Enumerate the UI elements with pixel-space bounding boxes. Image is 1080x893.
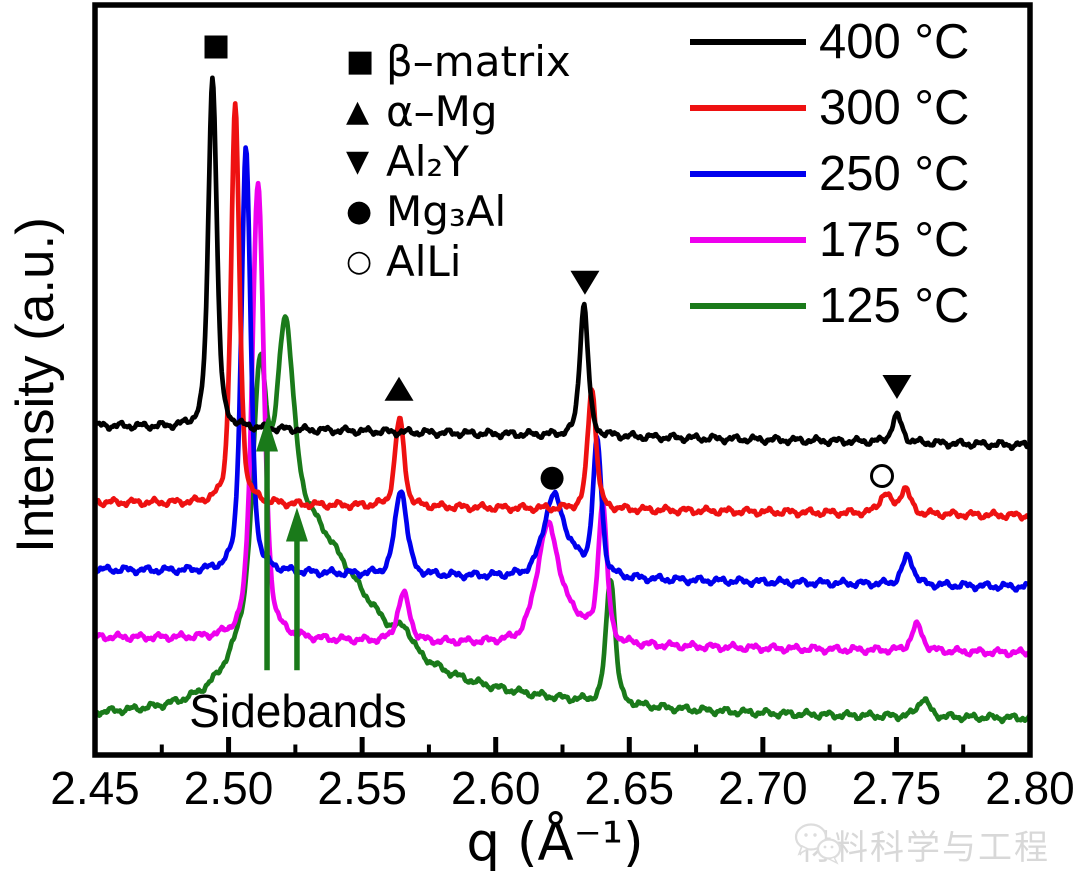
x-tick-label: 2.65 <box>584 762 675 814</box>
phase-legend-label: AlLi <box>386 236 462 286</box>
phase-legend-label: Al₂Y <box>386 136 469 186</box>
marker-circle-Mg3Al <box>540 466 564 490</box>
x-tick-label: 2.75 <box>851 762 942 814</box>
phase-legend-label: Mg₃Al <box>386 186 507 236</box>
sideband-arrows <box>256 417 308 671</box>
legend-label: 300 °C <box>819 81 970 135</box>
phase-legend-item-Mg3Al: ● Mg₃Al <box>346 186 571 236</box>
alpha-Mg-marker-icon: ▲ <box>346 93 370 129</box>
AlLi-marker-icon: ○ <box>346 243 373 279</box>
phase-legend-item-beta-matrix: ■ β–matrix <box>346 36 571 86</box>
beta-matrix-marker-icon: ■ <box>346 43 375 79</box>
marker-triangle-down-Al2Y <box>570 270 600 295</box>
legend-label: 125 °C <box>819 279 970 333</box>
temperature-legend: 400 °C 300 °C 250 °C 175 °C 125 °C <box>690 9 969 339</box>
wechat-icon <box>794 823 842 865</box>
legend-label: 175 °C <box>819 213 970 267</box>
legend-item-250c: 250 °C <box>690 141 969 207</box>
plot-frame <box>92 2 1033 758</box>
marker-square-beta-matrix <box>204 35 228 59</box>
legend-item-175c: 175 °C <box>690 207 969 273</box>
legend-item-400c: 400 °C <box>690 9 969 75</box>
Mg3Al-marker-icon: ● <box>346 193 373 229</box>
series-curve-125c <box>95 314 1030 725</box>
marker-circle-open-AlLi <box>870 464 895 488</box>
watermark: 材料科学与工程 <box>792 820 1050 869</box>
legend-color-line <box>690 105 806 111</box>
series-curve-300c <box>95 101 1030 522</box>
phase-legend: ■ β–matrix ▲ α–Mg ▼ Al₂Y ● Mg₃Al ○ AlLi <box>346 36 571 286</box>
x-tick-label: 2.45 <box>50 762 140 814</box>
x-tick-label: 2.55 <box>317 762 407 814</box>
phase-markers <box>204 35 912 490</box>
phase-legend-label: β–matrix <box>386 36 571 86</box>
legend-item-300c: 300 °C <box>690 75 969 141</box>
phase-legend-item-Al2Y: ▼ Al₂Y <box>346 136 571 186</box>
legend-label: 400 °C <box>819 15 970 69</box>
series-curve-250c <box>95 145 1030 593</box>
sidebands-annotation: Sidebands <box>189 685 407 737</box>
x-tick-label: 2.50 <box>183 762 274 814</box>
x-tick-label: 2.80 <box>985 762 1075 814</box>
legend-label: 250 °C <box>819 147 970 201</box>
Al2Y-marker-icon: ▼ <box>346 143 370 179</box>
phase-legend-item-AlLi: ○ AlLi <box>346 236 571 286</box>
x-axis-tick-labels: 2.45 2.50 2.55 2.60 2.65 2.70 2.75 2.80 <box>0 764 1080 814</box>
x-axis-title: q (Å⁻¹) <box>466 812 644 873</box>
phase-legend-label: α–Mg <box>386 86 498 136</box>
data-curves <box>95 75 1030 725</box>
legend-color-line <box>690 303 806 309</box>
legend-color-line <box>690 237 806 243</box>
marker-triangle-down-Al2Y <box>882 375 912 399</box>
sideband-arrow-head <box>256 417 279 452</box>
x-tick-label: 2.60 <box>450 762 541 814</box>
legend-item-125c: 125 °C <box>690 273 969 339</box>
series-curve-400c <box>95 75 1030 452</box>
marker-triangle-up-alpha-Mg <box>384 376 414 401</box>
phase-legend-item-alpha-Mg: ▲ α–Mg <box>346 86 571 136</box>
legend-color-line <box>690 39 806 45</box>
legend-color-line <box>690 171 806 177</box>
sideband-arrow-head <box>285 507 308 542</box>
y-axis-title: Intensity (a.u.) <box>6 217 65 553</box>
x-tick-label: 2.70 <box>718 762 808 814</box>
